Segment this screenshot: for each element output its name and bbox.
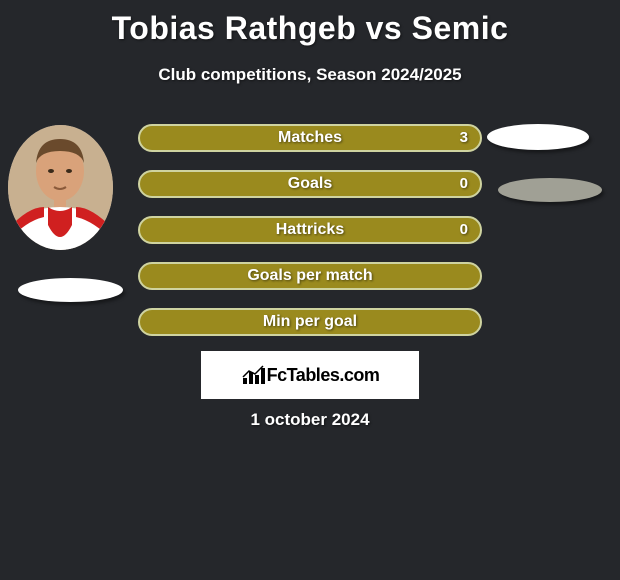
- bar-label: Matches: [140, 126, 480, 150]
- subtitle: Club competitions, Season 2024/2025: [0, 65, 620, 85]
- player-avatar: [8, 125, 113, 250]
- bar-value: 0: [460, 172, 468, 196]
- bar-goals: Goals 0: [138, 170, 482, 198]
- page-title: Tobias Rathgeb vs Semic: [0, 0, 620, 47]
- bar-chart-icon: [241, 364, 265, 386]
- ellipse-marker-left: [18, 278, 123, 302]
- bar-goals-per-match: Goals per match: [138, 262, 482, 290]
- bar-matches: Matches 3: [138, 124, 482, 152]
- bar-value: 0: [460, 218, 468, 242]
- stat-bars: Matches 3 Goals 0 Hattricks 0 Goals per …: [138, 124, 482, 354]
- ellipse-marker-right-1: [487, 124, 589, 150]
- bar-hattricks: Hattricks 0: [138, 216, 482, 244]
- bar-value: 3: [460, 126, 468, 150]
- bar-label: Hattricks: [140, 218, 480, 242]
- logo-text: FcTables.com: [267, 365, 380, 386]
- avatar-placeholder-icon: [8, 125, 113, 250]
- bar-label: Min per goal: [140, 310, 480, 334]
- bar-label: Goals: [140, 172, 480, 196]
- fctables-logo: FcTables.com: [201, 351, 419, 399]
- bar-label: Goals per match: [140, 264, 480, 288]
- ellipse-marker-right-2: [498, 178, 602, 202]
- date-text: 1 october 2024: [0, 410, 620, 430]
- bar-min-per-goal: Min per goal: [138, 308, 482, 336]
